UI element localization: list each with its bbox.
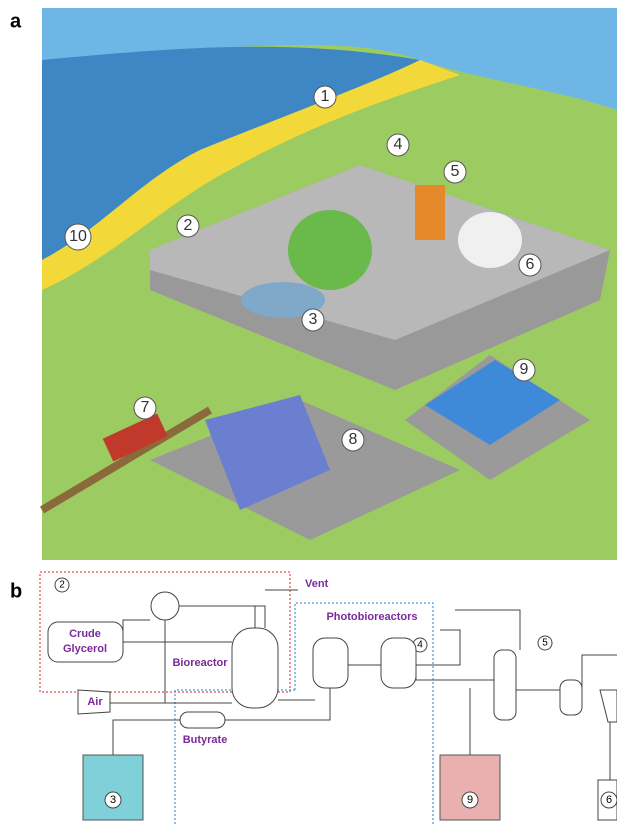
panel-label: a <box>10 10 22 32</box>
vent-label: Vent <box>305 578 329 590</box>
marker: 7 <box>141 399 150 416</box>
marker: 2 <box>184 217 193 234</box>
vessel <box>560 680 582 715</box>
butyrate-label: Butyrate <box>183 734 228 746</box>
panel-b: b 2 Vent Crude Glycerol Air Bioreactor P… <box>10 572 617 826</box>
unit-3-box <box>83 755 143 820</box>
pbr-label: Photobioreactors <box>326 611 417 623</box>
unit-number: 9 <box>467 794 473 806</box>
marker: 10 <box>69 228 87 245</box>
marker: 9 <box>520 361 529 378</box>
marker: 6 <box>526 256 535 273</box>
unit-4-box <box>295 603 433 826</box>
photobioreactor <box>313 638 348 688</box>
bioreactor <box>232 628 278 708</box>
marker: 8 <box>349 431 358 448</box>
unit-number: 2 <box>59 580 65 591</box>
air-label: Air <box>87 696 103 708</box>
marker: 4 <box>394 136 403 153</box>
reactor <box>415 185 445 240</box>
marker: 3 <box>309 311 318 328</box>
bioreactor-label: Bioreactor <box>172 657 228 669</box>
figure: a 1 2 3 4 5 6 7 8 9 10 b 2 Vent Crude Gl… <box>0 0 617 826</box>
panel-label: b <box>10 580 22 602</box>
unit-number: 4 <box>417 640 423 651</box>
marker: 5 <box>451 163 460 180</box>
pipes <box>110 590 315 703</box>
photobioreactor <box>381 638 416 688</box>
unit-9-box <box>440 755 500 820</box>
unit-number: 5 <box>542 638 548 649</box>
pipes <box>113 688 470 755</box>
gas-holder <box>458 212 522 268</box>
marker: 1 <box>321 88 330 105</box>
glycerol-label: Crude <box>69 628 101 640</box>
panel-a: a 1 2 3 4 5 6 7 8 9 10 <box>10 8 617 560</box>
compressor <box>600 690 617 722</box>
separator <box>151 592 179 620</box>
unit-number: 6 <box>606 794 612 806</box>
column <box>494 650 516 720</box>
unit-number: 3 <box>110 794 116 806</box>
glycerol-label: Glycerol <box>63 643 107 655</box>
unit-4-box <box>175 690 295 826</box>
butyrate-tank <box>180 712 225 728</box>
digester <box>288 210 372 290</box>
